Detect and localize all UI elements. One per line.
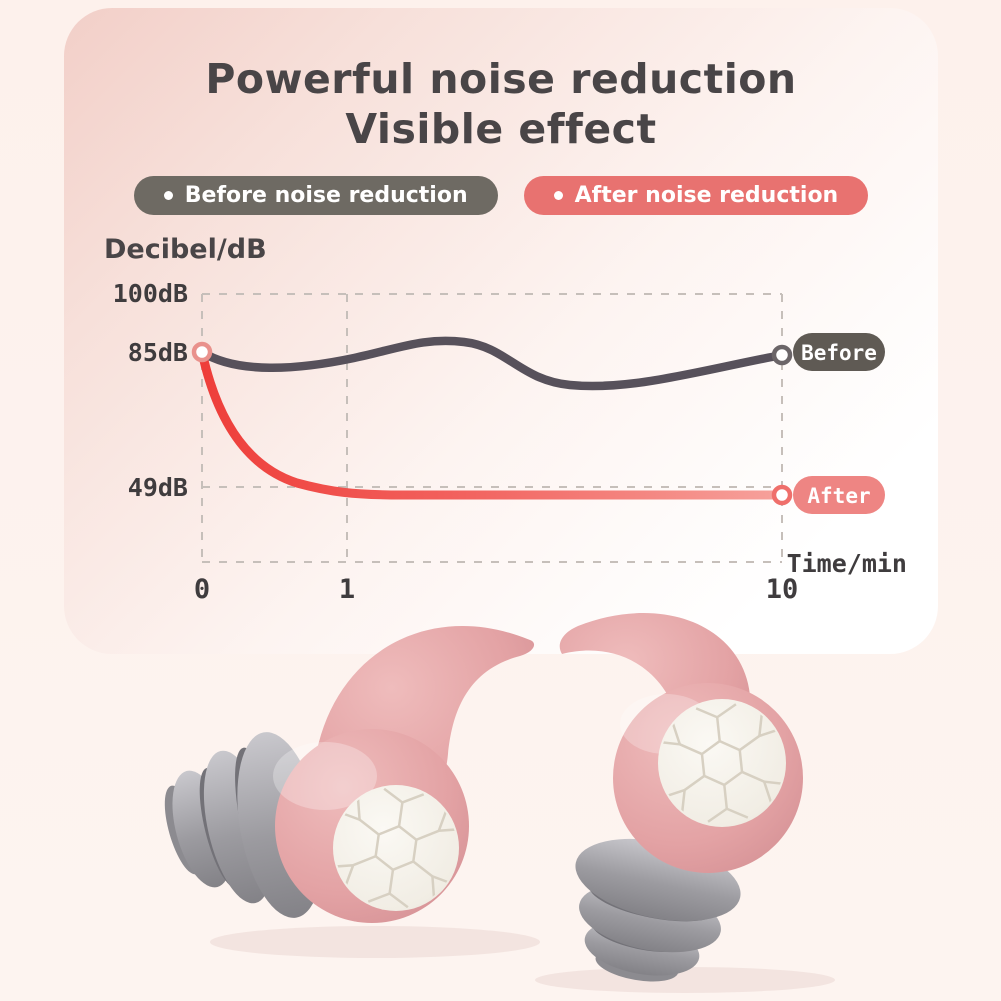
chart-card: Powerful noise reduction Visible effect … <box>64 8 938 654</box>
before-end-marker <box>771 344 793 366</box>
y-tick-85db: 85dB <box>128 338 188 367</box>
earplug-right <box>559 613 803 982</box>
before-end-label-pill: Before <box>793 333 885 371</box>
after-end-marker <box>771 484 793 506</box>
after-end-label: After <box>807 484 870 508</box>
legend-after-dot-icon <box>553 191 563 200</box>
earplug-left <box>164 625 535 923</box>
before-series-line <box>197 336 787 391</box>
legend-before-dot-icon <box>163 191 173 200</box>
before-end-label: Before <box>801 341 877 365</box>
x-tick-0: 0 <box>194 574 210 605</box>
legend-before-pill: Before noise reduction <box>133 176 498 215</box>
legend-before-label: Before noise reduction <box>184 183 468 208</box>
x-tick-10: 10 <box>766 574 799 605</box>
earplugs-product-illustration <box>164 613 835 993</box>
noise-reduction-line-chart: Decibel/dB 100dB 85dB 49dB Before <box>104 234 907 605</box>
earplug-right-cap <box>658 699 786 827</box>
legend-after-label: After noise reduction <box>574 183 839 208</box>
x-tick-1: 1 <box>339 574 355 605</box>
y-tick-100db: 100dB <box>113 279 188 308</box>
y-tick-49db: 49dB <box>128 473 188 502</box>
start-marker <box>191 341 213 363</box>
shadow-right <box>535 967 835 993</box>
earplug-left-cap <box>333 785 459 911</box>
after-end-label-pill: After <box>793 476 885 514</box>
headline-line2: Visible effect <box>345 105 657 154</box>
after-series-line <box>197 347 787 500</box>
legend: Before noise reduction After noise reduc… <box>64 176 938 215</box>
y-axis-title: Decibel/dB <box>104 234 267 265</box>
shadow-left <box>210 926 540 958</box>
headline-line1: Powerful noise reduction <box>205 55 797 103</box>
grid-dashed-lines <box>201 293 783 563</box>
headline: Powerful noise reduction Visible effect <box>64 54 938 154</box>
x-axis-title: Time/min <box>787 549 907 578</box>
legend-after-pill: After noise reduction <box>523 176 869 215</box>
